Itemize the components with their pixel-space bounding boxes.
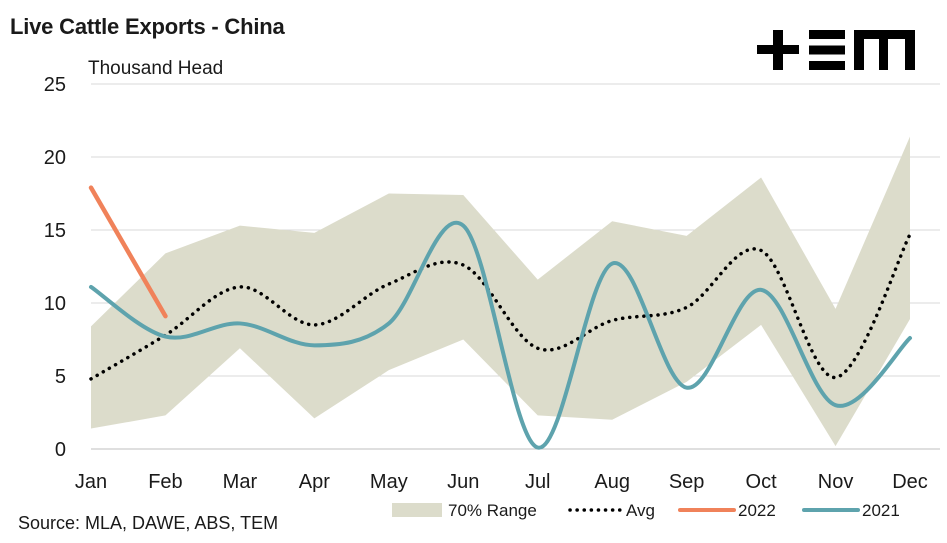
x-tick-label: Oct xyxy=(746,471,778,493)
legend-label-2022: 2022 xyxy=(738,501,776,520)
y-axis-unit-label: Thousand Head xyxy=(88,58,224,79)
x-tick-label: Dec xyxy=(892,471,928,493)
legend-swatch-range xyxy=(392,503,442,517)
legend-label-avg: Avg xyxy=(626,501,655,520)
legend: 70% Range Avg 2022 2021 xyxy=(392,501,900,520)
x-tick-label: Sep xyxy=(669,471,705,493)
x-tick-label: May xyxy=(370,471,408,493)
x-tick-label: Apr xyxy=(299,471,330,493)
x-tick-label: Jun xyxy=(447,471,479,493)
series-lines-layer xyxy=(88,185,912,450)
y-tick-label: 15 xyxy=(44,220,66,242)
legend-label-2021: 2021 xyxy=(862,501,900,520)
y-tick-labels: 0 5 10 15 20 25 xyxy=(44,74,66,461)
x-tick-label: Aug xyxy=(594,471,630,493)
y-tick-label: 25 xyxy=(44,74,66,96)
source-note: Source: MLA, DAWE, ABS, TEM xyxy=(18,513,279,533)
x-tick-label: Jul xyxy=(525,471,551,493)
y-tick-label: 20 xyxy=(44,147,66,169)
x-tick-label: Feb xyxy=(148,471,182,493)
tem-logo xyxy=(757,30,915,70)
range-band-layer xyxy=(91,136,910,447)
x-tick-label: Nov xyxy=(818,471,854,493)
series-2021-line xyxy=(89,220,912,450)
y-tick-label: 10 xyxy=(44,293,66,315)
y-tick-label: 0 xyxy=(55,439,66,461)
y-tick-label: 5 xyxy=(55,366,66,388)
legend-label-range: 70% Range xyxy=(448,501,537,520)
x-tick-labels: Jan Feb Mar Apr May Jun Jul Aug Sep Oct Nov Dec xyxy=(75,471,928,493)
x-tick-label: Mar xyxy=(223,471,258,493)
range-band xyxy=(91,136,910,447)
chart-title: Live Cattle Exports - China xyxy=(10,14,285,39)
series-avg-line xyxy=(89,232,912,381)
x-tick-label: Jan xyxy=(75,471,107,493)
series-2022-line xyxy=(88,185,168,319)
